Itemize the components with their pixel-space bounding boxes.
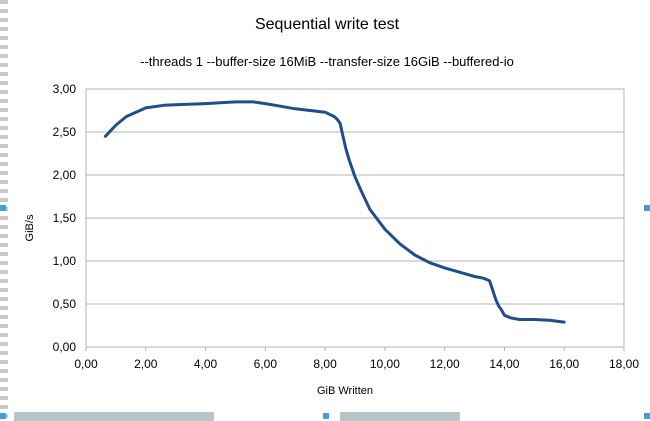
selection-handle-bottom-middle[interactable] — [323, 413, 329, 419]
y-tick-label: 3,00 — [53, 82, 77, 96]
selection-handle-left[interactable] — [0, 205, 6, 211]
chart-title: Sequential write test — [255, 16, 400, 33]
y-tick-label: 1,50 — [53, 211, 77, 225]
selection-handle-right[interactable] — [644, 205, 650, 211]
bottom-edge-artifact — [14, 412, 214, 421]
plot-area-border — [85, 88, 625, 348]
chart-subtitle: --threads 1 --buffer-size 16MiB --transf… — [140, 54, 514, 69]
x-tick-label: 16,00 — [549, 357, 579, 371]
y-axis-ticks: 0,00 0,50 1,00 1,50 2,00 2,50 3,00 — [53, 82, 77, 354]
y-tick-label: 2,50 — [53, 125, 77, 139]
y-tick-label: 2,00 — [53, 168, 77, 182]
selection-handle-bottom-left[interactable] — [0, 413, 6, 419]
series-line — [103, 100, 566, 324]
y-tick-label: 1,00 — [53, 254, 77, 268]
bottom-edge-artifact — [340, 412, 460, 421]
y-tick-label: 0,50 — [53, 297, 77, 311]
x-tick-label: 8,00 — [313, 357, 337, 371]
x-tick-label: 4,00 — [194, 357, 218, 371]
x-axis-label: GiB Written — [317, 385, 373, 397]
gridlines — [86, 88, 624, 348]
x-tick-label: 12,00 — [430, 357, 460, 371]
x-tick-label: 2,00 — [134, 357, 158, 371]
selection-handle-bottom-right[interactable] — [644, 413, 650, 419]
y-tick-label: 0,00 — [53, 340, 77, 354]
x-tick-label: 18,00 — [609, 357, 639, 371]
x-tick-label: 14,00 — [489, 357, 519, 371]
y-axis-label: GiB/s — [24, 214, 36, 241]
x-tick-label: 10,00 — [370, 357, 400, 371]
x-axis-ticks: 0,00 2,00 4,00 6,00 8,00 10,00 12,00 14,00 16,00… — [74, 347, 639, 371]
x-tick-label: 6,00 — [254, 357, 278, 371]
x-tick-label: 0,00 — [74, 357, 98, 371]
